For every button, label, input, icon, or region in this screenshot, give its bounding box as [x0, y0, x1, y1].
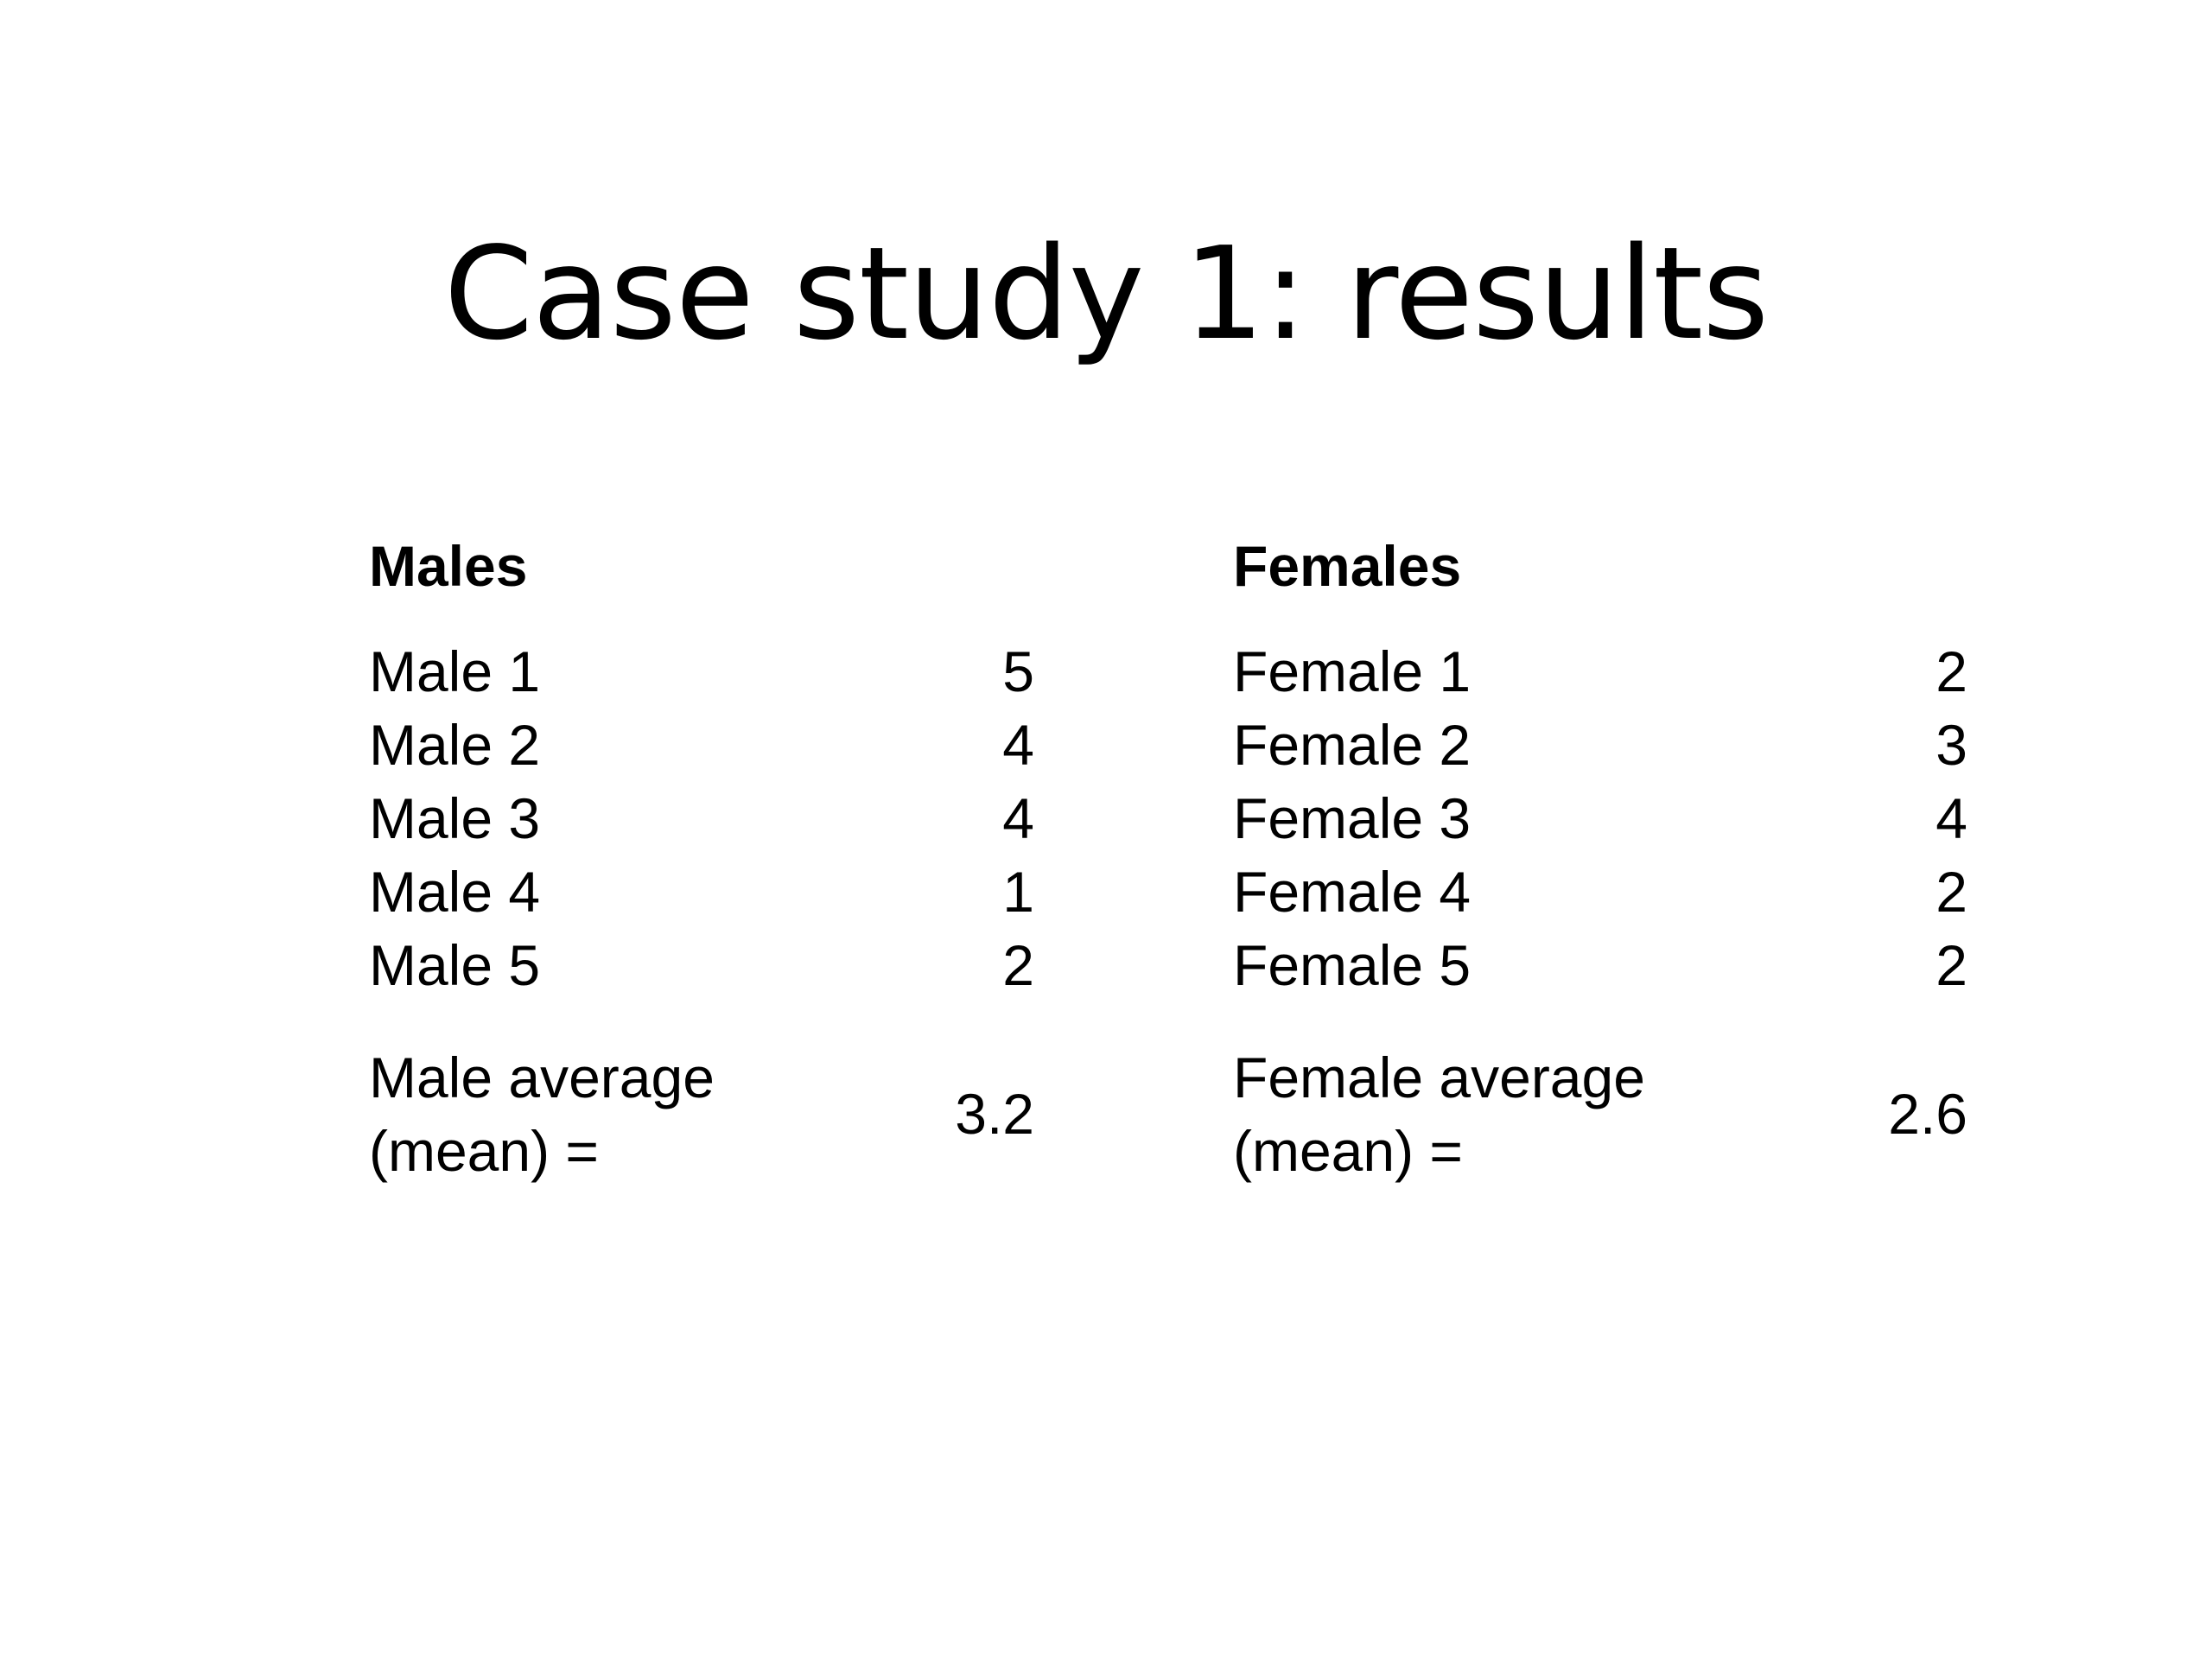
male-row: Male 2 4	[369, 709, 1034, 782]
male-average-label-line1: Male average	[369, 1046, 715, 1109]
female-label: Female 3	[1233, 786, 1471, 850]
female-average: Female average (mean) = 2.6	[1233, 1041, 1967, 1188]
female-value: 3	[1936, 713, 1967, 777]
male-average: Male average (mean) = 3.2	[369, 1041, 1034, 1188]
female-average-value: 2.6	[1888, 1082, 1967, 1146]
female-average-label: Female average (mean) =	[1233, 1041, 1682, 1188]
male-average-label: Male average (mean) =	[369, 1041, 818, 1188]
males-heading: Males	[369, 534, 528, 598]
female-value: 4	[1936, 786, 1967, 850]
male-average-value: 3.2	[955, 1082, 1034, 1146]
female-row: Female 4 2	[1233, 855, 1967, 929]
female-row: Female 3 4	[1233, 782, 1967, 855]
female-label: Female 5	[1233, 933, 1471, 997]
male-value: 5	[1002, 639, 1034, 703]
female-label: Female 1	[1233, 639, 1471, 703]
male-label: Male 2	[369, 713, 541, 777]
female-label: Female 4	[1233, 860, 1471, 924]
female-average-label-line1: Female average	[1233, 1046, 1645, 1109]
male-value: 4	[1002, 713, 1034, 777]
male-average-label-line2: (mean) =	[369, 1119, 599, 1183]
male-row: Male 4 1	[369, 855, 1034, 929]
male-row: Male 3 4	[369, 782, 1034, 855]
male-row: Male 5 2	[369, 929, 1034, 1002]
female-row: Female 2 3	[1233, 709, 1967, 782]
females-heading: Females	[1233, 534, 1462, 598]
female-row: Female 1 2	[1233, 635, 1967, 709]
female-value: 2	[1936, 860, 1967, 924]
females-group: Females Female 1 2 Female 2 3 Female 3 4…	[1233, 531, 1967, 1188]
female-value: 2	[1936, 639, 1967, 703]
males-group: Males Male 1 5 Male 2 4 Male 3 4 Male 4 …	[369, 531, 1034, 1188]
male-value: 1	[1002, 860, 1034, 924]
male-label: Male 3	[369, 786, 541, 850]
male-row: Male 1 5	[369, 635, 1034, 709]
slide-title: Case study 1: results	[443, 219, 1770, 368]
female-row: Female 5 2	[1233, 929, 1967, 1002]
male-value: 2	[1002, 933, 1034, 997]
female-average-label-line2: (mean) =	[1233, 1119, 1463, 1183]
female-label: Female 2	[1233, 713, 1471, 777]
female-value: 2	[1936, 933, 1967, 997]
male-value: 4	[1002, 786, 1034, 850]
male-label: Male 5	[369, 933, 541, 997]
male-label: Male 4	[369, 860, 541, 924]
male-label: Male 1	[369, 639, 541, 703]
